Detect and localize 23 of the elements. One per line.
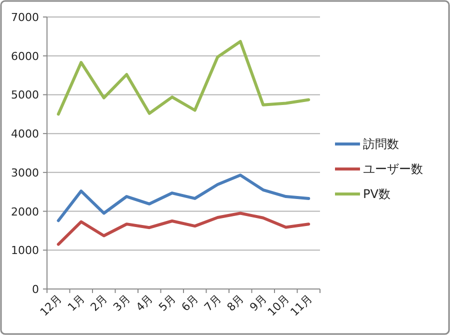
y-tick-label: 2000 xyxy=(11,205,39,218)
legend-label: PV数 xyxy=(363,187,390,201)
x-tick-label: 5月 xyxy=(156,292,178,314)
y-tick-label: 3000 xyxy=(11,166,39,180)
x-tick-label: 12月 xyxy=(38,292,64,319)
x-tick-label: 8月 xyxy=(224,292,246,314)
y-tick-label: 0 xyxy=(32,283,39,296)
y-tick-label: 5000 xyxy=(11,88,39,102)
y-tick-label: 4000 xyxy=(11,128,39,141)
x-tick-label: 3月 xyxy=(110,292,133,314)
x-tick-label: 4月 xyxy=(134,292,156,314)
x-tick-label: 2月 xyxy=(88,292,110,314)
y-tick-label: 1000 xyxy=(11,244,39,258)
x-tick-label: 6月 xyxy=(179,292,201,314)
line-series xyxy=(56,174,310,222)
y-tick-label: 7000 xyxy=(11,11,39,24)
legend-label: ユーザー数 xyxy=(363,162,423,176)
legend-label: 訪問数 xyxy=(363,137,399,151)
x-tick-label: 7月 xyxy=(202,292,224,314)
line-series xyxy=(56,40,310,116)
y-tick-label: 6000 xyxy=(11,50,39,63)
line-series xyxy=(56,212,310,246)
x-tick-label: 1月 xyxy=(65,292,88,314)
